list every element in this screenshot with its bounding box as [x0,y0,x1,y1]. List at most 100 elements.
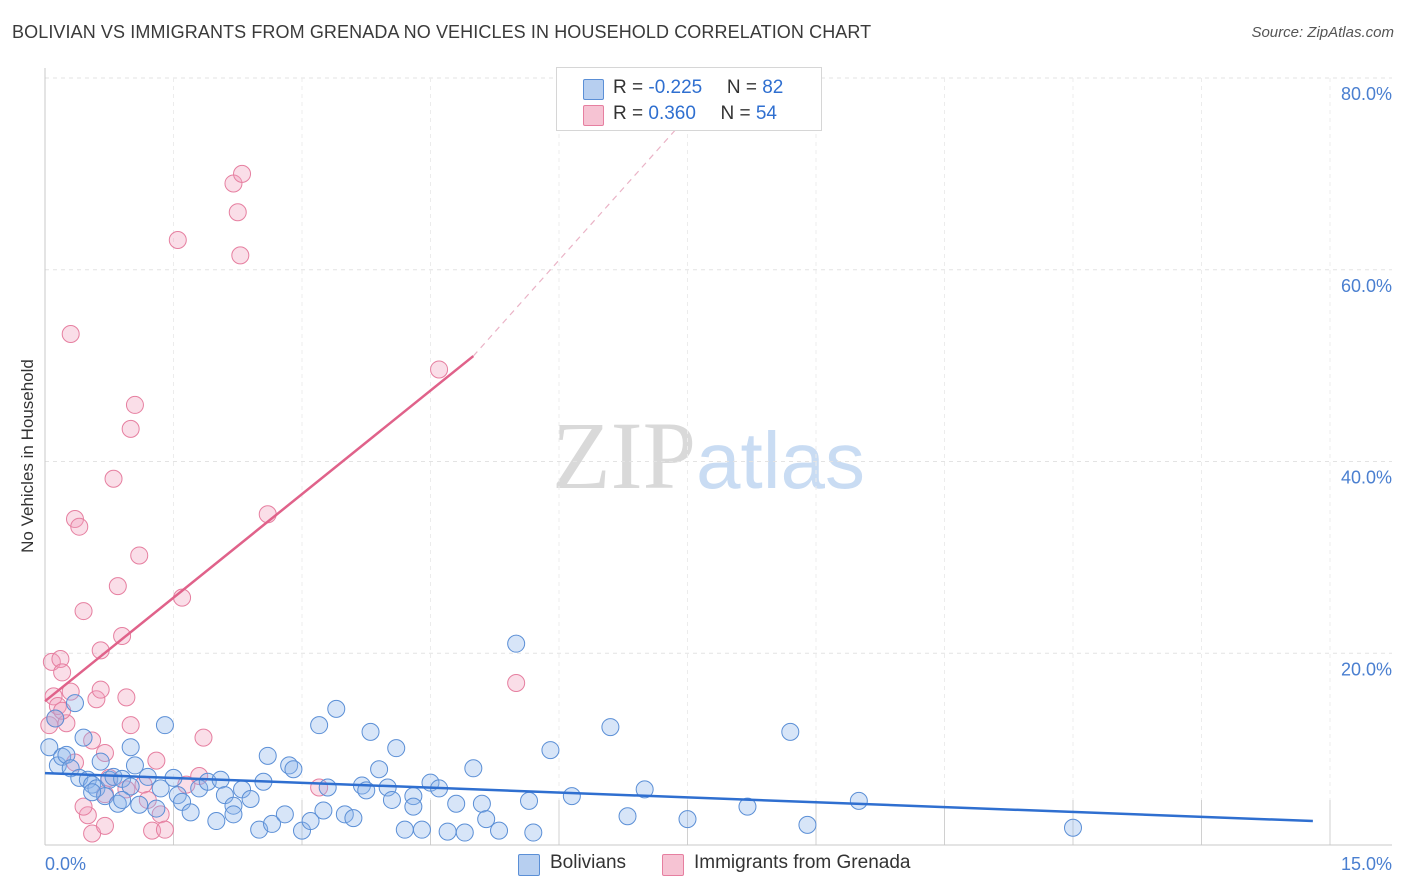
r-value: 0.360 [648,103,696,124]
bolivian-point [541,741,560,760]
bolivian-point [181,803,200,822]
bolivian-point [263,814,282,833]
grenada-point [74,797,93,816]
bolivians-legend-swatch [518,854,540,876]
grenada-point [228,203,247,222]
grenada-point [430,360,449,379]
bolivian-point [65,694,84,713]
bolivian-point [438,822,457,841]
bolivian-point [113,790,132,809]
grenada-trend-line [44,355,475,703]
bolivian-point [361,722,380,741]
bolivian-point [147,799,166,818]
bolivian-point [395,820,414,839]
tick-labels: 0.0% 15.0% 20.0% 40.0% 60.0% 80.0% [45,84,1392,874]
grenada-point [53,663,72,682]
n-value: 54 [755,103,777,124]
bolivian-point [155,716,174,735]
bolivian-points [40,634,1082,842]
bolivian-point [40,738,59,757]
bolivian-point [151,779,170,798]
grenada-legend-label: Immigrants from Grenada [694,852,911,873]
bolivian-point [258,746,277,765]
n-label: N = [726,77,763,98]
y-tick-label: 80.0% [1341,84,1392,104]
bolivian-point [301,812,320,831]
grenada-legend-swatch [662,854,684,876]
r-value: -0.225 [648,77,703,98]
grenada-swatch [583,105,604,126]
bolivian-point [370,760,389,779]
bolivian-point [335,805,354,824]
bolivian-point [284,760,303,779]
grid-lines [45,77,1392,845]
bolivian-point [344,809,363,828]
bolivian-point [477,810,496,829]
bolivians-swatch [583,79,604,100]
bolivian-point [275,805,294,824]
bolivian-point [224,805,243,824]
bolivian-point [57,745,76,764]
y-tick-label: 40.0% [1341,468,1392,488]
bolivian-point [83,783,102,802]
grenada-point [233,164,252,183]
grenada-points [40,164,526,843]
grenada-point [104,469,123,488]
grenada-point [117,688,136,707]
grenada-point [61,682,80,701]
bolivian-point [781,722,800,741]
x-tick-label-min: 0.0% [45,854,86,874]
grenada-point [121,716,140,735]
grenada-point [143,821,162,840]
bolivian-point [74,728,93,747]
bolivian-point [121,738,140,757]
grenada-point [231,246,250,265]
bolivian-point [618,807,637,826]
bolivian-point [635,780,654,799]
bolivian-point [91,752,110,771]
grenada-point [130,546,149,565]
bolivian-point [601,718,620,737]
bolivian-point [387,739,406,758]
grenada-point [155,820,174,839]
bolivian-point [310,716,329,735]
r-label: R = [613,103,649,124]
grenada-point [95,816,114,835]
bolivian-point [1064,818,1082,837]
grenada-point [74,602,93,621]
bolivian-point [678,810,697,829]
bolivian-point [447,794,466,813]
bolivian-point [562,787,581,806]
bolivian-point [241,789,260,808]
bolivian-point [327,699,346,718]
bolivian-point [207,812,226,831]
n-label: N = [720,103,756,124]
axes [44,68,1392,846]
bolivians-trend-line [44,771,1313,823]
grenada-point [507,673,526,692]
bolivian-point [524,823,543,842]
bolivian-point [382,790,401,809]
bolivian-point [412,820,431,839]
grenada-point [147,751,166,770]
grenada-point [121,419,140,438]
grenada-point [91,680,110,699]
bolivian-point [520,791,539,810]
y-tick-label: 20.0% [1341,659,1392,679]
n-value: 82 [762,77,784,98]
r-label: R = [613,77,649,98]
chart-title: BOLIVIAN VS IMMIGRANTS FROM GRENADA NO V… [12,22,872,42]
bolivian-point [464,759,483,778]
y-tick-label: 60.0% [1341,276,1392,296]
grenada-point [78,806,97,825]
bolivian-point [455,823,474,842]
grenada-point [108,577,127,596]
bolivian-point [318,778,337,797]
grenada-point [95,743,114,762]
bolivian-point [507,634,526,653]
bolivian-point [125,756,144,775]
series-legend: Bolivians Immigrants from Grenada [0,852,1406,878]
bolivian-point [404,797,423,816]
source-label: Source: ZipAtlas.com [1251,24,1394,41]
